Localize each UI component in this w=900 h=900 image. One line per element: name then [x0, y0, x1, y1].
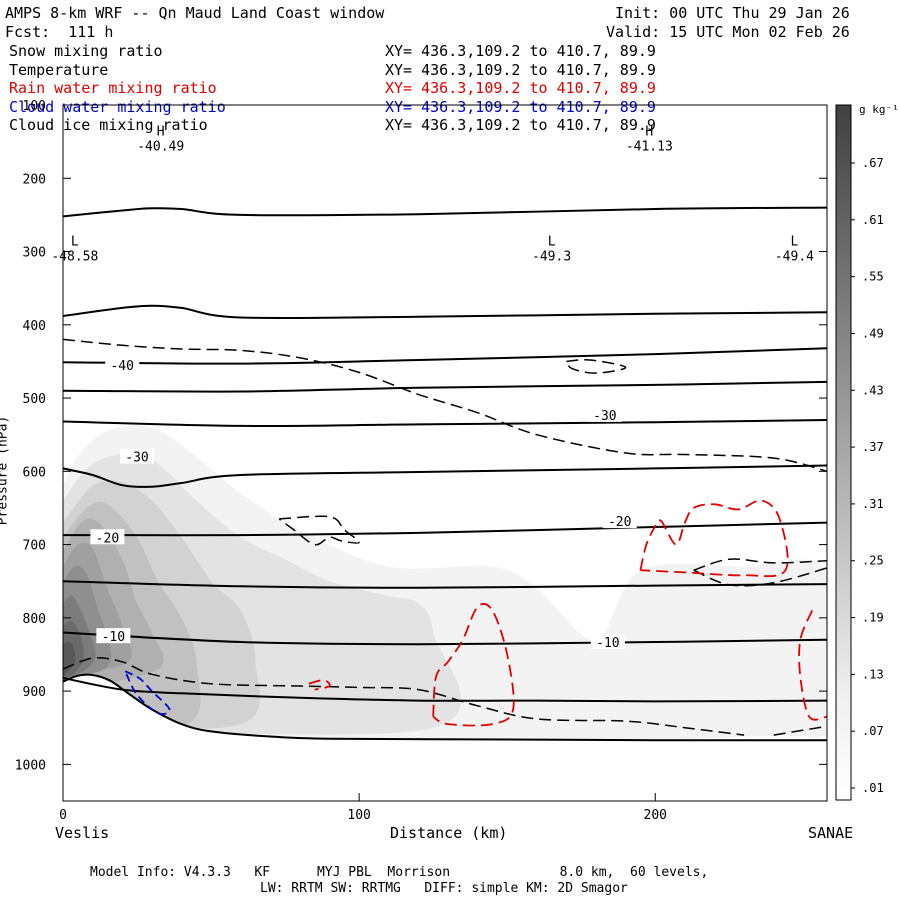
- isotherm-label: -40: [110, 359, 133, 374]
- y-tick-label: 300: [23, 246, 46, 261]
- cloud-ice-contour-5: [693, 567, 827, 587]
- extremum-value: -41.13: [626, 140, 673, 155]
- colorbar: [835, 104, 852, 801]
- valid-time: Valid: 15 UTC Mon 02 Feb 26: [606, 23, 850, 41]
- isotherm-label-bg: [602, 513, 637, 529]
- y-tick-label: 400: [23, 319, 46, 334]
- colorbar-label: .67: [862, 156, 884, 170]
- field-name-temperature: Temperature: [9, 61, 109, 79]
- forecast-hour: Fcst: 111 h: [5, 23, 114, 41]
- y-tick-label: 700: [23, 539, 46, 554]
- y-tick-label: 800: [23, 612, 46, 627]
- x-tick-label: 0: [59, 808, 67, 823]
- isotherm-label-bg: [587, 406, 622, 422]
- isotherm-label-bg: [105, 357, 140, 373]
- isotherm-5: [63, 464, 827, 488]
- colorbar-label: .19: [862, 611, 884, 625]
- colorbar-label: .43: [862, 383, 884, 397]
- field-xy-snow: XY= 436.3,109.2 to 410.7, 89.9: [385, 42, 656, 60]
- isotherm-label: -10: [102, 630, 125, 645]
- model-info-line2: LW: RRTM SW: RRTMG DIFF: simple KM: 2D S…: [260, 881, 628, 896]
- cloud-ice-contour-1: [63, 657, 745, 736]
- colorbar-label: .01: [862, 781, 884, 795]
- extremum-marker: L: [71, 235, 79, 250]
- isotherm-4: [63, 419, 827, 428]
- colorbar-unit: g kg⁻¹: [859, 103, 899, 116]
- field-xy-cloud-ice: XY= 436.3,109.2 to 410.7, 89.9: [385, 116, 656, 134]
- isotherm-6: [63, 521, 827, 537]
- isotherm-0: [63, 206, 827, 218]
- x-axis-label: Distance (km): [390, 824, 508, 842]
- colorbar-label: .49: [862, 326, 884, 340]
- extremum-marker: L: [548, 235, 556, 250]
- extremum-marker: H: [157, 125, 165, 140]
- extremum-value: -49.4: [775, 250, 814, 265]
- left-endpoint-label: Veslis: [55, 824, 110, 842]
- field-xy-temperature: XY= 436.3,109.2 to 410.7, 89.9: [385, 61, 656, 79]
- isotherm-7: [63, 580, 827, 589]
- init-time: Init: 00 UTC Thu 29 Jan 26: [615, 4, 850, 22]
- terrain-fill: [63, 674, 827, 801]
- isotherm-label-bg: [590, 634, 625, 650]
- extremum-marker: L: [791, 235, 799, 250]
- isotherm-label: -20: [608, 515, 631, 530]
- field-xy-rain: XY= 436.3,109.2 to 410.7, 89.9: [385, 79, 656, 97]
- y-tick-label: 500: [23, 392, 46, 407]
- rain-contour-3: [308, 679, 331, 691]
- y-tick-label: 600: [23, 465, 46, 480]
- y-tick-label: 200: [23, 172, 46, 187]
- rain-contour-0: [432, 602, 515, 727]
- isotherm-label-bg: [120, 448, 155, 464]
- isotherm-label-bg: [90, 529, 125, 545]
- cloud-ice-contour-2: [565, 359, 627, 374]
- field-name-cloud-ice: Cloud ice mixing ratio: [9, 116, 208, 134]
- extremum-value: -48.58: [51, 250, 98, 265]
- colorbar-label: .61: [862, 213, 884, 227]
- colorbar-label: .37: [862, 440, 884, 454]
- x-tick-label: 200: [644, 808, 667, 823]
- field-name-cloud-water: Cloud water mixing ratio: [9, 98, 226, 116]
- colorbar-label: .55: [862, 270, 884, 284]
- x-tick-label: 100: [347, 808, 370, 823]
- rain-contour-1: [639, 499, 789, 578]
- colorbar-label: .07: [862, 724, 884, 738]
- plot-frame: [62, 104, 828, 802]
- cloud-ice-contour-6: [773, 725, 827, 736]
- cloud-water-contour-0: [124, 670, 171, 715]
- cloud-ice-contour-4: [693, 558, 827, 571]
- y-tick-label: 900: [23, 685, 46, 700]
- y-tick-label: 100: [23, 99, 46, 114]
- isotherm-label-bg: [96, 628, 131, 644]
- colorbar-label: .13: [862, 667, 884, 681]
- extremum-value: -49.3: [532, 250, 571, 265]
- field-name-rain: Rain water mixing ratio: [9, 79, 217, 97]
- cloud-ice-contour-3: [278, 515, 360, 546]
- colorbar-label: .25: [862, 554, 884, 568]
- isotherm-9: [63, 676, 827, 703]
- extremum-marker: H: [645, 125, 653, 140]
- rain-contour-2: [798, 610, 827, 721]
- isotherm-label: -20: [96, 531, 119, 546]
- field-xy-cloud-water: XY= 436.3,109.2 to 410.7, 89.9: [385, 98, 656, 116]
- y-tick-label: 1000: [15, 758, 46, 773]
- terrain-line: [63, 673, 827, 742]
- isotherm-8: [63, 631, 827, 646]
- y-axis-label: Pressure (hPa): [0, 415, 11, 526]
- model-info-line1: Model Info: V4.3.3 KF MYJ PBL Morrison 8…: [90, 865, 709, 880]
- right-endpoint-label: SANAE: [808, 824, 854, 842]
- isotherm-2: [63, 347, 827, 365]
- isotherm-label: -30: [593, 409, 616, 424]
- colorbar-label: .31: [862, 497, 884, 511]
- isotherm-label: -10: [596, 636, 619, 651]
- isotherm-3: [63, 380, 827, 393]
- isotherm-1: [63, 304, 827, 320]
- field-name-snow: Snow mixing ratio: [9, 42, 163, 60]
- extremum-value: -40.49: [137, 140, 184, 155]
- chart-title: AMPS 8-km WRF -- Qn Maud Land Coast wind…: [5, 4, 385, 22]
- isotherm-label: -30: [125, 451, 148, 466]
- cloud-ice-contour-0: [63, 338, 827, 473]
